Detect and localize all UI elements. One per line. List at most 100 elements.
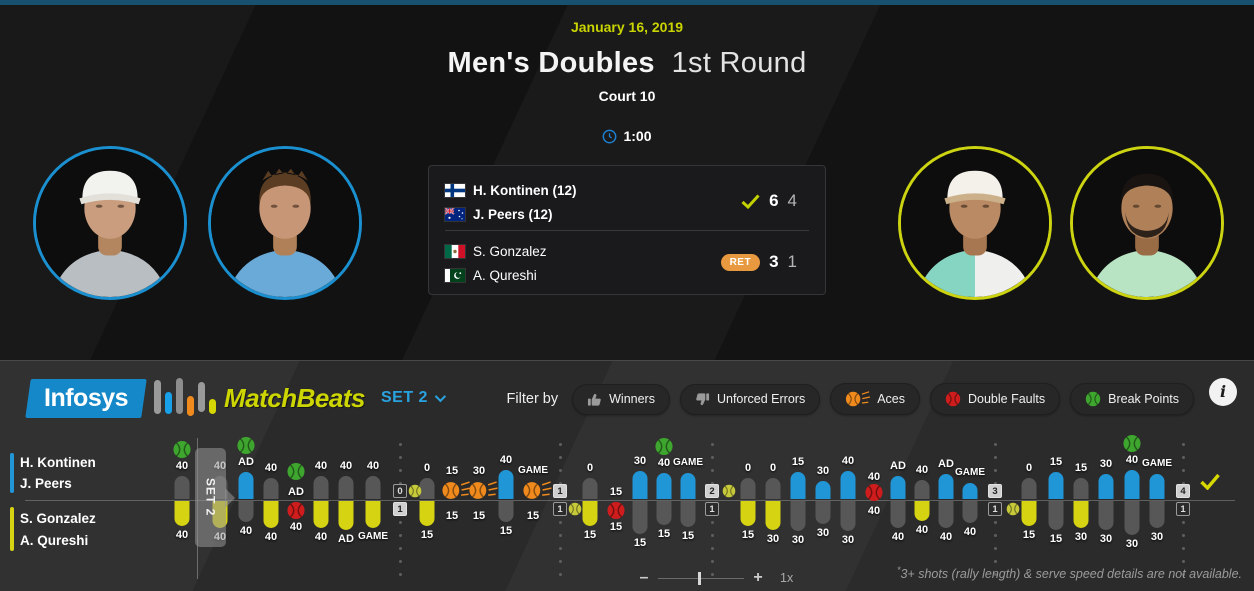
point-score-bottom: 15 xyxy=(420,529,434,541)
match-court: Court 10 xyxy=(598,88,656,104)
point-bottom-half[interactable] xyxy=(1021,501,1037,526)
point-score-top: 40 xyxy=(314,460,328,472)
point-top-half[interactable] xyxy=(419,478,435,499)
point-top-half[interactable] xyxy=(365,476,381,499)
point-top-half[interactable] xyxy=(263,478,279,499)
filter-unforced-errors-button[interactable]: Unforced Errors xyxy=(679,383,821,415)
point-bottom-half[interactable] xyxy=(632,501,648,534)
zoom-in-button[interactable]: + xyxy=(753,569,763,586)
point-bottom-half[interactable] xyxy=(840,501,856,531)
break-point-ball-icon xyxy=(237,436,256,455)
point-bottom-half[interactable] xyxy=(1149,501,1165,528)
point-bottom-half[interactable] xyxy=(263,501,279,528)
set-score: 6 xyxy=(769,191,779,210)
point-bottom-half[interactable] xyxy=(238,501,254,522)
point-bottom-half[interactable] xyxy=(740,501,756,526)
matchbeats-beats-icon xyxy=(154,378,217,418)
filter-winners-button[interactable]: Winners xyxy=(572,383,670,415)
filter-break-points-button[interactable]: Break Points xyxy=(1070,383,1194,415)
info-button[interactable]: i xyxy=(1209,378,1237,406)
point-top-half[interactable] xyxy=(1073,478,1089,499)
ace-ball-icon[interactable] xyxy=(469,481,498,500)
ace-ball-icon[interactable] xyxy=(523,481,552,500)
point-top-half[interactable] xyxy=(1098,474,1114,499)
point-top-half[interactable] xyxy=(338,476,354,499)
point-bottom-half[interactable] xyxy=(1098,501,1114,530)
set-selector-dropdown[interactable]: SET 2 xyxy=(381,389,447,407)
serve-ball-icon xyxy=(722,484,736,498)
zoom-level-label: 1x xyxy=(780,571,794,585)
games-count-top: 3 xyxy=(988,484,1002,498)
point-top-half[interactable] xyxy=(740,478,756,499)
point-score-top: 40 xyxy=(1125,454,1139,466)
double-fault-ball-icon[interactable] xyxy=(287,501,306,520)
chart-footnote: *3+ shots (rally length) & serve speed d… xyxy=(896,565,1242,582)
point-top-half[interactable] xyxy=(815,481,831,499)
point-bottom-half[interactable] xyxy=(174,501,190,526)
point-top-half[interactable] xyxy=(890,476,906,499)
point-top-half[interactable] xyxy=(174,476,190,499)
double-fault-ball-icon[interactable] xyxy=(607,501,626,520)
point-top-half[interactable] xyxy=(582,478,598,499)
point-top-half[interactable] xyxy=(914,480,930,499)
zoom-out-button[interactable]: – xyxy=(639,569,649,586)
double-fault-ball-icon[interactable] xyxy=(865,483,884,502)
point-bottom-half[interactable] xyxy=(1073,501,1089,528)
point-top-half[interactable] xyxy=(680,473,696,499)
point-top-half[interactable] xyxy=(238,472,254,499)
point-bottom-half[interactable] xyxy=(656,501,672,525)
zoom-slider-handle[interactable] xyxy=(698,571,701,585)
point-top-half[interactable] xyxy=(765,478,781,499)
point-top-half[interactable] xyxy=(656,473,672,499)
point-top-half[interactable] xyxy=(498,470,514,499)
point-score-bottom: GAME xyxy=(358,531,388,542)
point-top-half[interactable] xyxy=(313,476,329,499)
games-count-bottom: 1 xyxy=(705,502,719,516)
point-top-half[interactable] xyxy=(790,472,806,499)
flag-finland-icon xyxy=(445,183,465,197)
point-bottom-half[interactable] xyxy=(890,501,906,528)
point-bottom-half[interactable] xyxy=(1048,501,1064,530)
point-top-half[interactable] xyxy=(840,471,856,499)
point-score-top: 30 xyxy=(1099,458,1113,470)
zoom-slider-track[interactable] xyxy=(658,571,744,585)
point-bottom-half[interactable] xyxy=(962,501,978,523)
point-bottom-half[interactable] xyxy=(582,501,598,526)
point-bottom-half[interactable] xyxy=(914,501,930,521)
point-bottom-half[interactable] xyxy=(938,501,954,528)
point-top-half[interactable] xyxy=(1048,472,1064,499)
player-name: J. Peers (12) xyxy=(473,206,553,222)
point-bottom-half[interactable] xyxy=(313,501,329,528)
ace-ball-icon xyxy=(845,391,871,407)
point-top-half[interactable] xyxy=(1124,470,1140,499)
point-bottom-half[interactable] xyxy=(790,501,806,531)
matchbeats-section: Infosys MatchBeats SET 2 Filter by Winne… xyxy=(0,360,1254,591)
filter-aces-button[interactable]: Aces xyxy=(830,383,920,415)
point-bottom-half[interactable] xyxy=(815,501,831,524)
flag-australia-icon xyxy=(444,206,465,221)
point-top-half[interactable] xyxy=(1021,478,1037,499)
point-bottom-half[interactable] xyxy=(338,501,354,530)
point-bottom-half[interactable] xyxy=(1124,501,1140,535)
point-top-half[interactable] xyxy=(632,471,648,499)
point-score-bottom: 40 xyxy=(314,531,328,543)
point-score-top: 40 xyxy=(915,464,929,476)
score-row-team2: S. Gonzalez A. Qureshi RET 3 1 xyxy=(445,234,811,290)
ace-ball-icon[interactable] xyxy=(442,481,471,500)
point-score-top: AD xyxy=(288,486,304,498)
point-bottom-half[interactable] xyxy=(365,501,381,528)
serve-ball-icon xyxy=(568,502,582,516)
point-bottom-half[interactable] xyxy=(498,501,514,522)
player-photo-gonzalez xyxy=(898,146,1052,300)
point-bottom-half[interactable] xyxy=(419,501,435,526)
point-top-half[interactable] xyxy=(1149,474,1165,499)
point-score-top: 0 xyxy=(1025,462,1033,474)
point-top-half[interactable] xyxy=(962,483,978,499)
point-bottom-half[interactable] xyxy=(680,501,696,527)
point-score-top: 40 xyxy=(366,460,380,472)
point-bottom-half[interactable] xyxy=(765,501,781,530)
point-top-half[interactable] xyxy=(938,474,954,499)
filter-double-faults-button[interactable]: Double Faults xyxy=(930,383,1061,415)
player-photo-kontinen xyxy=(33,146,187,300)
